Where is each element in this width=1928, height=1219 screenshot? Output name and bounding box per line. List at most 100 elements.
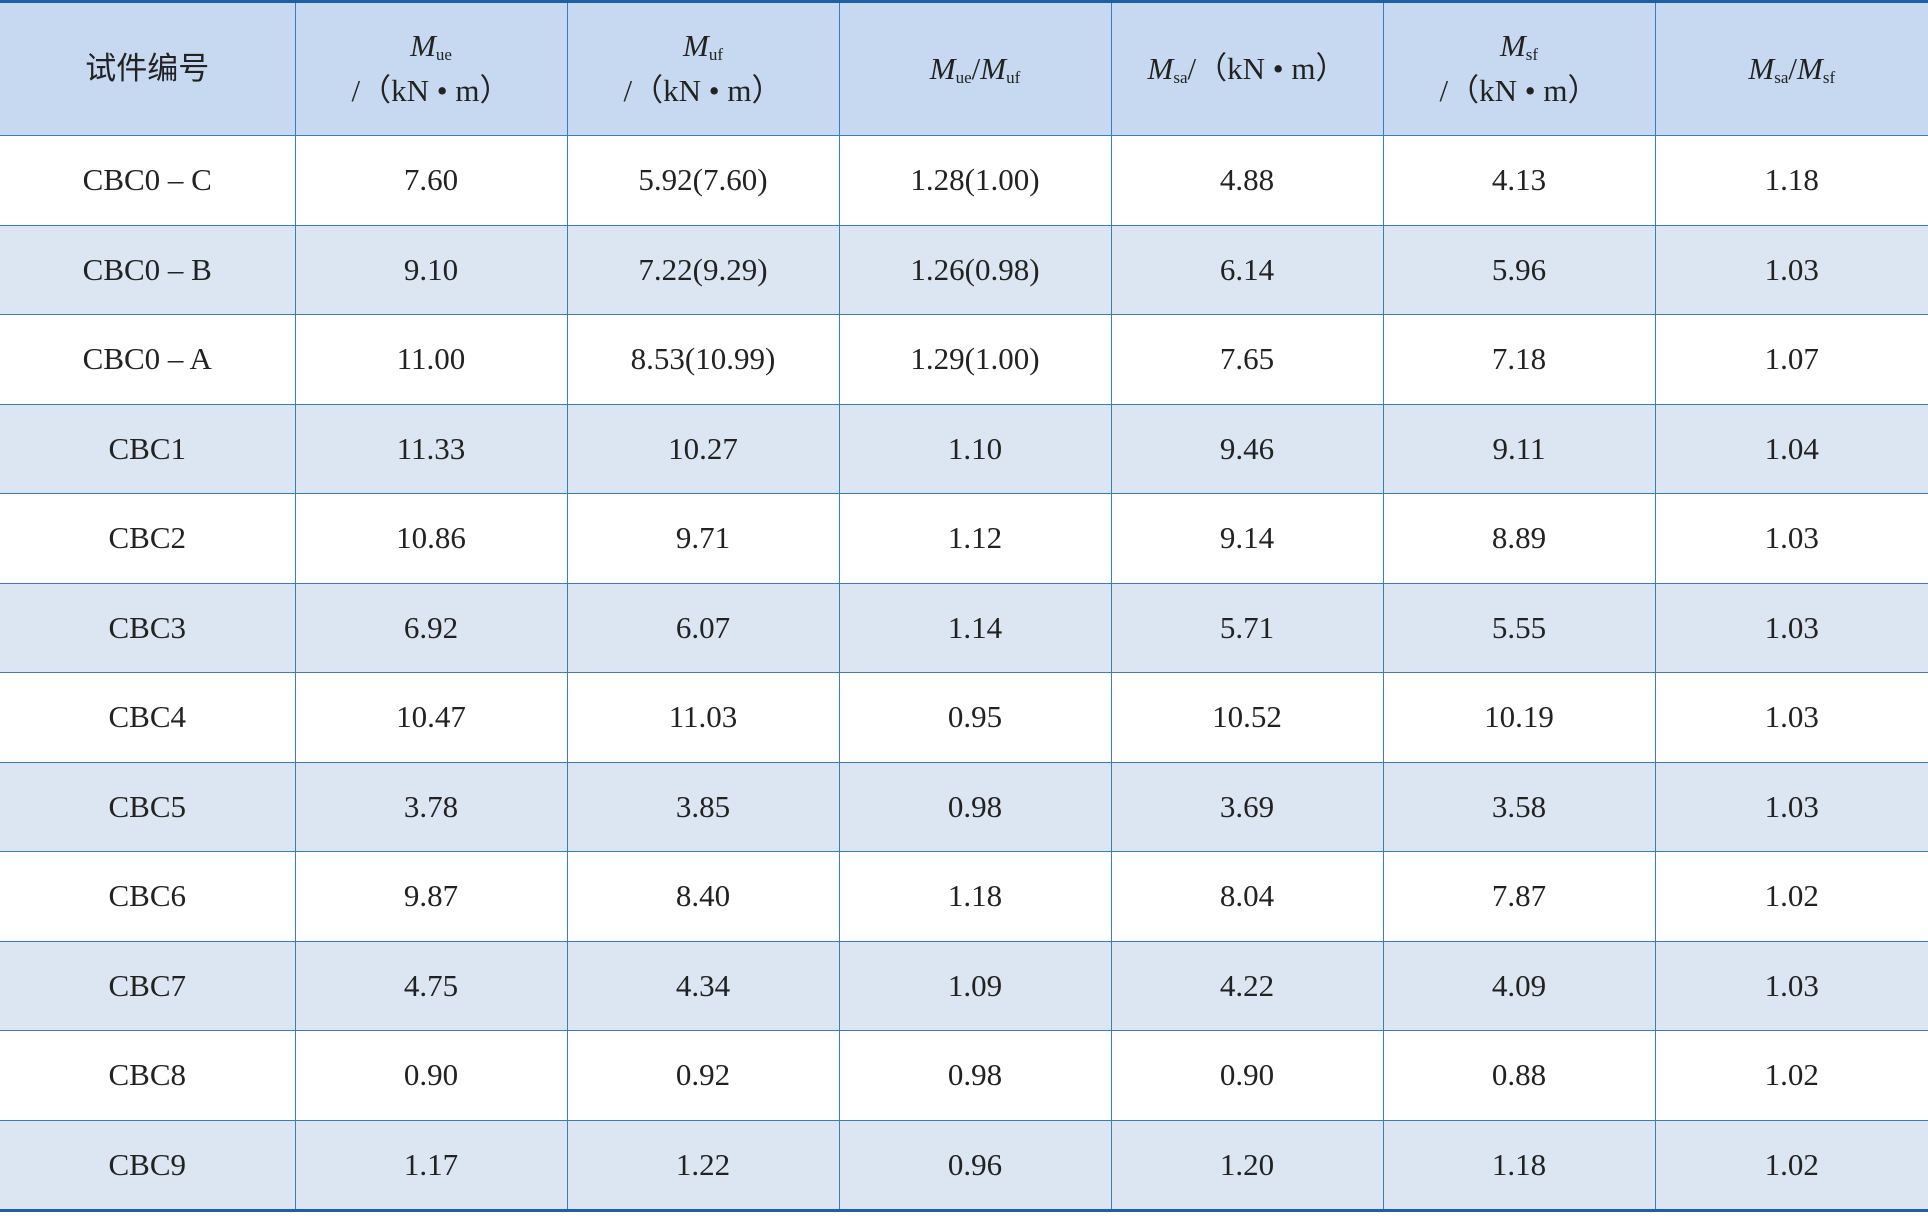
value-cell: 1.20 bbox=[1110, 1119, 1384, 1211]
table-body: CBC0 – C 7.60 5.92(7.60) 1.28(1.00) 4.88 4.13… bbox=[0, 135, 1928, 1211]
specimen-id: CBC0 – A bbox=[0, 314, 296, 404]
header-text: /（kN • m） bbox=[1187, 50, 1347, 86]
value-cell: 1.03 bbox=[1654, 761, 1928, 852]
value-cell: 0.95 bbox=[838, 672, 1112, 762]
specimen-id: CBC5 bbox=[0, 761, 296, 852]
header-text: M bbox=[929, 50, 956, 86]
value-cell: 1.09 bbox=[838, 940, 1112, 1031]
header-cell: Muf /（kN • m） bbox=[566, 1, 840, 136]
value-cell: 3.85 bbox=[566, 761, 840, 852]
value-cell: 1.28(1.00) bbox=[838, 135, 1112, 225]
value-cell: 1.14 bbox=[838, 582, 1112, 673]
specimen-id: CBC2 bbox=[0, 493, 296, 583]
header-text: /（kN • m） bbox=[1439, 73, 1599, 108]
subscript: sf bbox=[1525, 45, 1539, 65]
value-cell: 4.09 bbox=[1382, 940, 1656, 1031]
header-text: M bbox=[1147, 50, 1174, 86]
header-line: Msf bbox=[1384, 24, 1655, 69]
header-line: Msa/（kN • m） bbox=[1112, 47, 1383, 92]
value-cell: 1.18 bbox=[838, 851, 1112, 941]
value-cell: 1.12 bbox=[838, 493, 1112, 583]
value-cell: 1.10 bbox=[838, 403, 1112, 494]
value-cell: 4.34 bbox=[566, 940, 840, 1031]
header-text: M bbox=[1748, 50, 1775, 86]
value-cell: 1.02 bbox=[1654, 1119, 1928, 1211]
header-text: 试件编号 bbox=[85, 50, 210, 87]
value-cell: 3.78 bbox=[294, 761, 568, 852]
subscript: uf bbox=[708, 45, 723, 65]
header-line: /（kN • m） bbox=[296, 69, 567, 114]
header-text: M bbox=[1797, 50, 1823, 86]
value-cell: 4.88 bbox=[1110, 135, 1384, 225]
value-cell: 11.33 bbox=[294, 403, 568, 494]
specimen-id: CBC4 bbox=[0, 672, 296, 762]
value-cell: 9.14 bbox=[1110, 493, 1384, 583]
header-text: M bbox=[410, 28, 436, 64]
table-row: CBC0 – B 9.10 7.22(9.29) 1.26(0.98) 6.14 5.96… bbox=[0, 224, 1928, 315]
value-cell: 4.22 bbox=[1110, 940, 1384, 1031]
value-cell: 0.96 bbox=[838, 1119, 1112, 1211]
table-header: 试件编号 Mue/（kN • m） Muf/（kN • m） Mue/Muf Msa/（… bbox=[0, 1, 1928, 136]
header-row: 试件编号 Mue/（kN • m） Muf/（kN • m） Mue/Muf Msa/（… bbox=[0, 1, 1928, 136]
value-cell: 0.98 bbox=[838, 1030, 1112, 1120]
value-cell: 7.65 bbox=[1110, 314, 1384, 404]
table-row: CBC9 1.17 1.22 0.96 1.20 1.18 1.02 bbox=[0, 1119, 1928, 1211]
specimen-id: CBC3 bbox=[0, 582, 296, 673]
value-cell: 7.22(9.29) bbox=[566, 224, 840, 315]
specimen-id: CBC6 bbox=[0, 851, 296, 941]
value-cell: 10.27 bbox=[566, 403, 840, 494]
value-cell: 5.96 bbox=[1382, 224, 1656, 315]
value-cell: 8.04 bbox=[1110, 851, 1384, 941]
header-cell: 试件编号 bbox=[0, 1, 296, 136]
table-row: CBC8 0.90 0.92 0.98 0.90 0.88 1.02 bbox=[0, 1030, 1928, 1120]
value-cell: 8.89 bbox=[1382, 493, 1656, 583]
value-cell: 5.92(7.60) bbox=[566, 135, 840, 225]
header-line: /（kN • m） bbox=[1384, 69, 1655, 114]
header-text: /（kN • m） bbox=[623, 73, 783, 108]
subscript: ue bbox=[955, 67, 972, 87]
header-cell: Mue/Muf bbox=[838, 1, 1112, 136]
value-cell: 3.58 bbox=[1382, 761, 1656, 852]
value-cell: 1.18 bbox=[1654, 135, 1928, 225]
subscript: ue bbox=[435, 45, 452, 65]
table-row: CBC0 – C 7.60 5.92(7.60) 1.28(1.00) 4.88 4.13… bbox=[0, 135, 1928, 225]
value-cell: 9.71 bbox=[566, 493, 840, 583]
value-cell: 1.02 bbox=[1654, 1030, 1928, 1120]
value-cell: 10.47 bbox=[294, 672, 568, 762]
table-row: CBC1 11.33 10.27 1.10 9.46 9.11 1.04 bbox=[0, 403, 1928, 494]
value-cell: 0.88 bbox=[1382, 1030, 1656, 1120]
value-cell: 1.26(0.98) bbox=[838, 224, 1112, 315]
subscript: sa bbox=[1774, 67, 1789, 87]
header-text: M bbox=[683, 28, 709, 64]
header-text: /（kN • m） bbox=[351, 73, 511, 108]
value-cell: 7.18 bbox=[1382, 314, 1656, 404]
value-cell: 1.18 bbox=[1382, 1119, 1656, 1211]
value-cell: 1.03 bbox=[1654, 493, 1928, 583]
value-cell: 4.75 bbox=[294, 940, 568, 1031]
header-line: Muf bbox=[568, 24, 839, 69]
value-cell: 1.29(1.00) bbox=[838, 314, 1112, 404]
header-cell: Msf /（kN • m） bbox=[1382, 1, 1656, 136]
value-cell: 11.03 bbox=[566, 672, 840, 762]
value-cell: 10.86 bbox=[294, 493, 568, 583]
table-row: CBC3 6.92 6.07 1.14 5.71 5.55 1.03 bbox=[0, 582, 1928, 673]
value-cell: 9.87 bbox=[294, 851, 568, 941]
value-cell: 8.40 bbox=[566, 851, 840, 941]
value-cell: 10.19 bbox=[1382, 672, 1656, 762]
specimen-id: CBC0 – C bbox=[0, 135, 296, 225]
header-text: / bbox=[1788, 50, 1797, 86]
header-line: Mue/Muf bbox=[840, 47, 1111, 92]
value-cell: 6.07 bbox=[566, 582, 840, 673]
header-line: Msa/Msf bbox=[1656, 47, 1928, 92]
table-row: CBC4 10.47 11.03 0.95 10.52 10.19 1.03 bbox=[0, 672, 1928, 762]
header-text: M bbox=[1499, 28, 1526, 64]
value-cell: 7.60 bbox=[294, 135, 568, 225]
subscript: sf bbox=[1822, 67, 1836, 87]
specimen-id: CBC1 bbox=[0, 403, 296, 494]
header-text: / bbox=[971, 50, 981, 86]
header-line: Mue bbox=[296, 24, 567, 69]
specimen-id: CBC9 bbox=[0, 1119, 296, 1211]
subscript: sa bbox=[1173, 67, 1188, 87]
